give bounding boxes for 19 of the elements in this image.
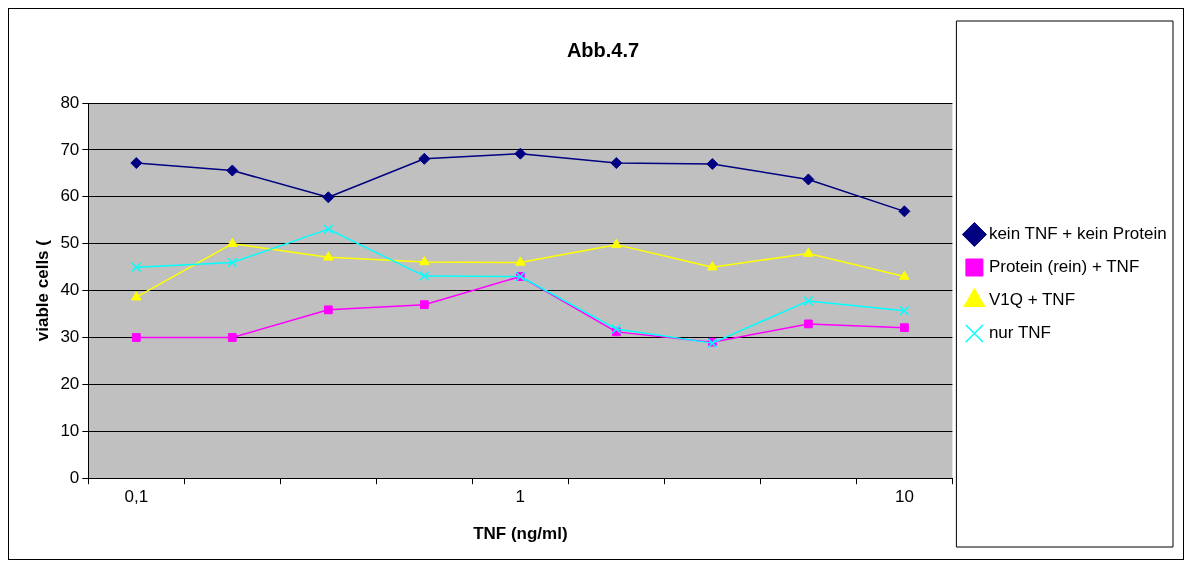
y-tick-label: 10: [60, 420, 80, 440]
x-axis-title: TNF (ng/ml): [473, 524, 568, 544]
y-axis-title: viable cells (: [32, 239, 52, 342]
y-tick-label: 50: [60, 233, 80, 253]
y-tick-label: 60: [60, 186, 80, 206]
legend-label: nur TNF: [988, 323, 1051, 343]
x-tick-label: 1: [515, 487, 526, 507]
y-tick-label: 80: [60, 92, 80, 112]
x-tick-label: 10: [894, 487, 914, 507]
legend-label: kein TNF + kein Protein: [988, 224, 1167, 244]
y-tick-label: 0: [69, 467, 80, 487]
legend-label: Protein (rein) + TNF: [988, 257, 1140, 277]
x-tick-label: 0,1: [124, 487, 149, 507]
legend-label: V1Q + TNF: [988, 290, 1076, 310]
y-tick-label: 70: [60, 139, 80, 159]
y-tick-label: 30: [60, 327, 80, 347]
chart-title: Abb.4.7: [566, 38, 640, 61]
y-tick-label: 40: [60, 280, 80, 300]
y-tick-label: 20: [60, 374, 80, 394]
